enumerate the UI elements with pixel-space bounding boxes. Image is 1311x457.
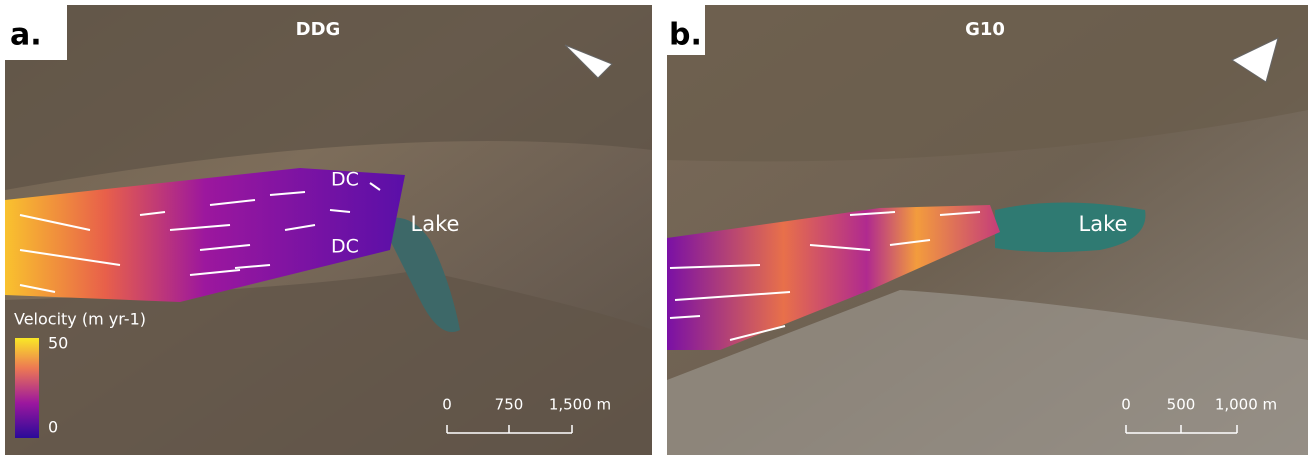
scale-bar [1125, 425, 1238, 434]
scale-label: 1,500 m [549, 396, 611, 414]
ridge [667, 5, 1308, 162]
scale-bar [446, 425, 573, 434]
flow-arrows [669, 211, 981, 341]
annotation: DC [331, 236, 359, 258]
panel-b: b. G10 Lake 0 500 1,000 m [667, 5, 1308, 455]
panel-a: a. DDG DC DC Lake Velocity (m yr-1) 50 0… [5, 5, 652, 455]
scale-label: 500 [1167, 396, 1196, 414]
flow-arrows [19, 182, 381, 293]
scale-label: 750 [495, 396, 524, 414]
velocity-field [5, 168, 405, 302]
legend-tick: 50 [48, 334, 68, 353]
legend-title: Velocity (m yr-1) [14, 310, 146, 329]
ridge [5, 5, 652, 190]
annotation: Lake [1079, 212, 1128, 236]
annotation: Lake [411, 212, 460, 236]
label-box [5, 5, 67, 60]
scale-label: 0 [1121, 396, 1131, 414]
scale-label: 0 [442, 396, 452, 414]
label-box [667, 5, 705, 55]
north-arrow [1230, 37, 1279, 83]
panel-label: b. [669, 18, 702, 53]
colorbar [15, 338, 39, 438]
ridge [5, 270, 652, 455]
annotation: DC [331, 169, 359, 191]
legend-tick: 0 [48, 418, 58, 437]
snow-terrain [667, 290, 1308, 455]
lake [995, 202, 1146, 253]
scale-label: 1,000 m [1215, 396, 1277, 414]
panel-label: a. [10, 18, 42, 53]
panel-title: DDG [296, 19, 341, 40]
panel-title: G10 [965, 19, 1005, 40]
lake [380, 217, 460, 332]
north-arrow [564, 44, 613, 79]
